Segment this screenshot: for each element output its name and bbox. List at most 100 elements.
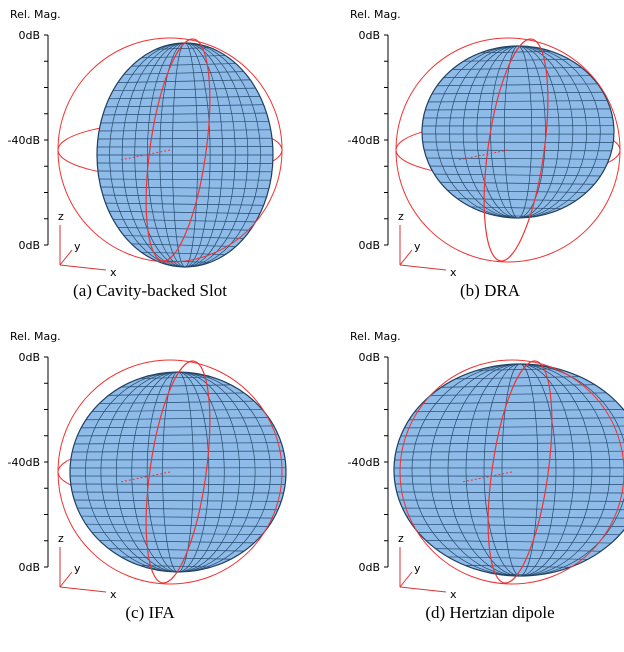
caption: (b) DRA (460, 281, 521, 300)
mesh-line (422, 149, 614, 152)
mesh-meridian (483, 364, 557, 576)
mesh-line (97, 87, 273, 92)
mesh-line (422, 181, 614, 185)
mesh-line (422, 157, 614, 160)
mesh-meridian (429, 364, 611, 576)
mesh-line (97, 137, 273, 140)
mesh-meridian (159, 43, 211, 267)
y-axis (399, 249, 413, 266)
mesh-line (394, 491, 624, 494)
mesh-line (70, 417, 286, 421)
mesh-meridian (85, 372, 271, 572)
mesh-line (422, 189, 614, 194)
mesh-line (70, 450, 286, 453)
axis-y: y (74, 240, 81, 253)
mesh-line (422, 108, 614, 111)
mesh-line (394, 364, 624, 365)
axis-y: y (414, 562, 421, 575)
axis-title: Rel. Mag. (350, 330, 401, 343)
mesh-line (394, 483, 624, 486)
mesh-line (97, 202, 273, 206)
mesh-meridian (447, 364, 593, 576)
wire-sphere (57, 37, 283, 263)
mesh-line (97, 186, 273, 189)
mesh-line (70, 442, 286, 445)
mesh-line (422, 173, 614, 177)
mesh-line (97, 178, 273, 181)
mesh-meridian (109, 43, 261, 267)
tick-label: 0dB (358, 351, 380, 364)
mesh-line (394, 425, 624, 429)
mesh-line (394, 442, 624, 445)
tick-label: 0dB (18, 239, 40, 252)
mesh-meridian (449, 46, 587, 218)
axis-y: y (414, 240, 421, 253)
mesh-line (70, 372, 286, 373)
wire-sphere (399, 359, 624, 585)
mesh-meridian (115, 372, 241, 572)
caption: (c) IFA (125, 603, 175, 622)
tick-label: 0dB (18, 351, 40, 364)
mesh-meridian (462, 46, 574, 218)
mesh-meridian (476, 46, 560, 218)
mesh-meridian (411, 364, 624, 576)
mesh-line (70, 523, 286, 527)
tick-label: -40dB (348, 456, 381, 469)
mesh-line (422, 83, 614, 87)
mesh-line (70, 400, 286, 405)
axis-title: Rel. Mag. (10, 8, 61, 21)
x-axis (59, 586, 107, 593)
caption: (a) Cavity-backed Slot (73, 281, 227, 300)
axis-z: z (58, 532, 64, 545)
mesh-line (97, 129, 273, 132)
mesh-line (394, 523, 624, 528)
axis-title: Rel. Mag. (10, 330, 61, 343)
tick-label: -40dB (8, 456, 41, 469)
mesh-line (422, 46, 614, 47)
mesh-line (394, 408, 624, 413)
mesh-line (70, 483, 286, 485)
tick-label: 0dB (18, 561, 40, 574)
mesh-line (97, 210, 273, 215)
mesh-line (97, 104, 273, 108)
caption: (d) Hertzian dipole (425, 603, 554, 622)
mesh-meridian (501, 364, 539, 576)
mesh-line (97, 218, 273, 223)
x-axis (399, 586, 447, 593)
mesh-line (394, 459, 624, 461)
tick-label: 0dB (358, 239, 380, 252)
panel: Rel. Mag. 0dB -40dB 0dB z y x (a) Cavity-backed… (8, 8, 283, 300)
axis-z: z (58, 210, 64, 223)
wire-meridian (145, 38, 211, 262)
wire-meridian (145, 360, 211, 584)
mesh-meridian (503, 46, 533, 218)
mesh-meridian (435, 46, 601, 218)
tick-label: -40dB (348, 134, 381, 147)
mesh-meridian (121, 43, 249, 267)
mesh-meridian (146, 372, 210, 572)
wire-dot (119, 149, 171, 161)
mesh-line (394, 417, 624, 421)
mesh-meridian (172, 43, 198, 267)
mesh-line (422, 116, 614, 119)
tick-label: -40dB (8, 134, 41, 147)
mesh-line (394, 499, 624, 502)
axis-x: x (110, 266, 117, 279)
y-axis (59, 571, 73, 588)
mesh-line (394, 531, 624, 536)
mesh-line (422, 141, 614, 143)
mesh-meridian (131, 372, 225, 572)
mesh-meridian (134, 43, 236, 267)
mesh-line (97, 95, 273, 100)
panel: Rel. Mag. 0dB -40dB 0dB z y x(b) DRA (348, 8, 621, 300)
mesh-line (70, 425, 286, 429)
mesh-line (97, 226, 273, 231)
tick-label: 0dB (18, 29, 40, 42)
x-axis (399, 264, 447, 271)
wire-sphere (395, 37, 621, 263)
mesh-meridian (146, 43, 224, 267)
panel: Rel. Mag. 0dB -40dB 0dB z y x (c) IFA (8, 330, 287, 622)
mesh-line (97, 121, 273, 124)
tick-label: 0dB (358, 29, 380, 42)
wire-meridian (483, 38, 549, 262)
